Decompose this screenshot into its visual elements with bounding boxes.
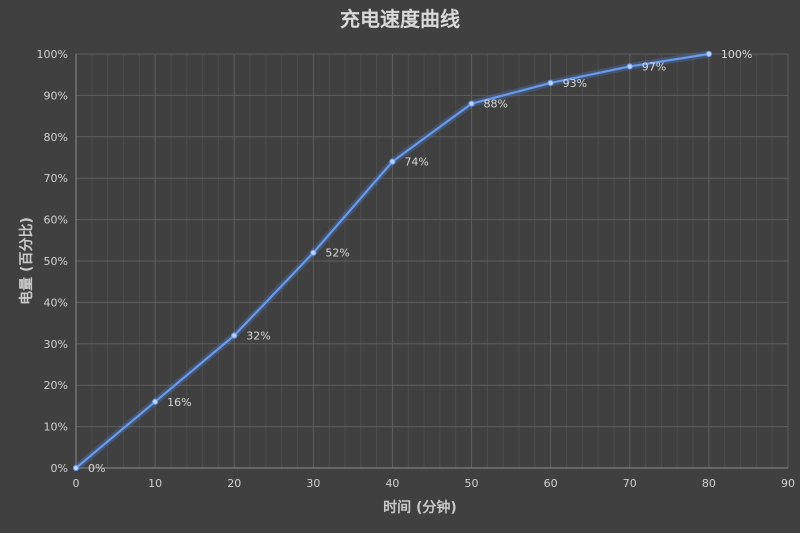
y-tick-label: 10% [44, 421, 68, 434]
data-point [152, 398, 159, 405]
data-point [231, 332, 238, 339]
x-tick-label: 70 [623, 477, 637, 490]
x-tick-labels: 0 10 20 30 40 50 60 70 80 90 [73, 477, 796, 490]
data-point [626, 63, 633, 70]
data-label: 100% [721, 48, 752, 61]
y-tick-labels: 0% 10% 20% 30% 40% 50% 60% 70% 80% 90% 100% [37, 48, 68, 475]
y-tick-label: 60% [44, 214, 68, 227]
data-label: 16% [167, 396, 191, 409]
data-point [547, 79, 554, 87]
x-tick-label: 10 [148, 477, 162, 490]
x-tick-label: 20 [227, 477, 241, 490]
y-tick-label: 0% [51, 462, 68, 475]
data-label: 32% [246, 330, 270, 343]
data-label: 74% [404, 156, 428, 169]
data-point [72, 464, 80, 472]
data-point [468, 100, 475, 107]
y-tick-label: 80% [44, 131, 68, 144]
y-tick-label: 20% [44, 379, 68, 392]
x-tick-label: 50 [465, 477, 479, 490]
x-axis-label: 时间 (分钟) [383, 499, 457, 516]
y-tick-label: 30% [44, 338, 68, 351]
x-tick-label: 0 [73, 477, 80, 490]
y-tick-label: 100% [37, 48, 68, 61]
x-tick-label: 60 [544, 477, 558, 490]
y-axis-label: 电量 (百分比) [18, 217, 35, 305]
y-tick-label: 40% [44, 296, 68, 309]
data-point [705, 50, 712, 58]
data-label: 93% [563, 77, 587, 90]
series-layer [72, 50, 712, 472]
data-labels: 0% 16% 32% 52% 74% 88% 93% 97% 100% [88, 48, 752, 475]
x-tick-label: 90 [781, 477, 795, 490]
data-point [389, 158, 396, 165]
data-label: 0% [88, 462, 105, 475]
y-tick-label: 50% [44, 255, 68, 268]
x-tick-label: 30 [306, 477, 320, 490]
axes [75, 54, 788, 469]
data-label: 88% [484, 98, 508, 111]
y-tick-label: 70% [44, 172, 68, 185]
data-label: 52% [325, 247, 349, 260]
data-point [310, 249, 317, 256]
data-label: 97% [642, 60, 666, 73]
y-tick-label: 90% [44, 89, 68, 102]
chart-title: 充电速度曲线 [340, 7, 460, 31]
x-tick-label: 80 [702, 477, 716, 490]
x-tick-label: 40 [385, 477, 399, 490]
